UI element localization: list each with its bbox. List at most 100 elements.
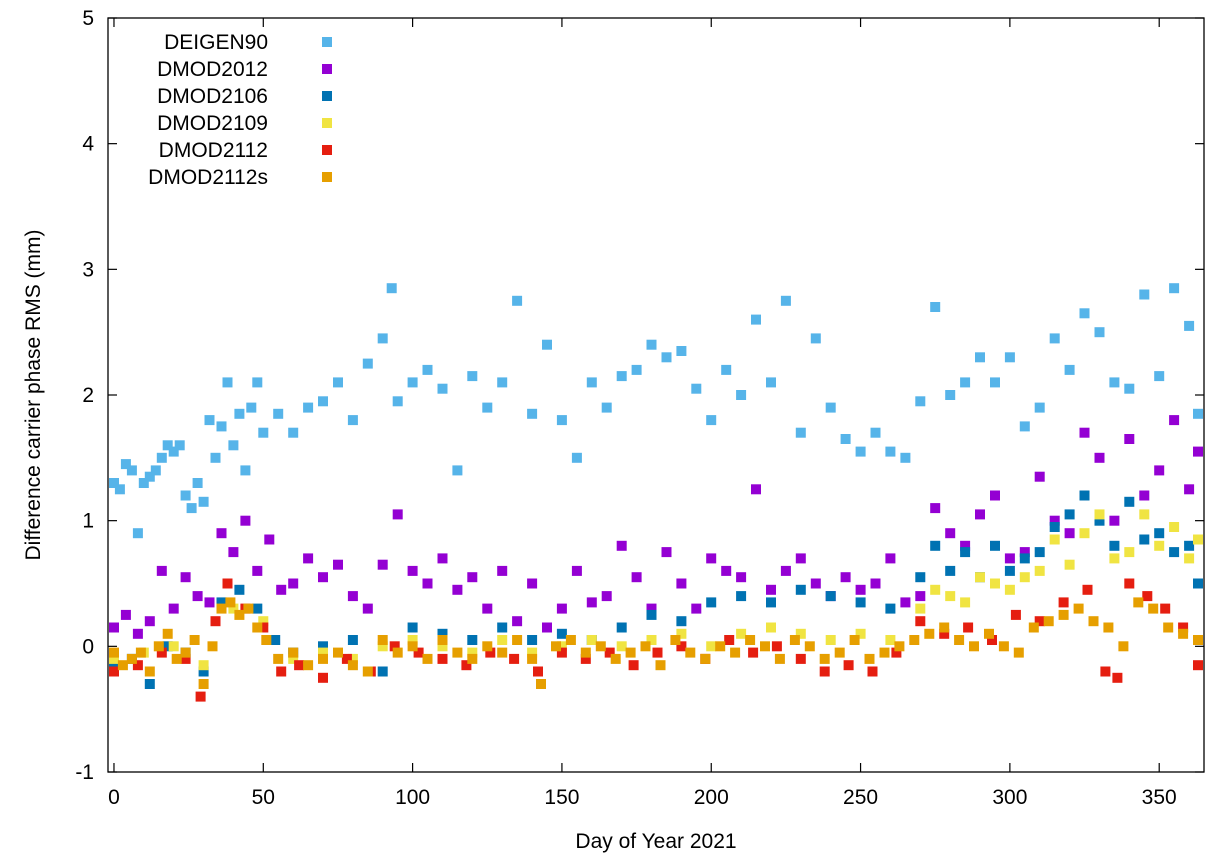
- data-point: [318, 647, 328, 658]
- data-point: [347, 591, 358, 602]
- data-point: [1094, 509, 1105, 520]
- data-point: [1073, 603, 1084, 614]
- data-point: [655, 660, 666, 671]
- data-point: [1139, 509, 1150, 520]
- data-point: [109, 647, 119, 658]
- data-point: [303, 660, 314, 671]
- data-point: [186, 503, 197, 514]
- data-point: [1148, 603, 1159, 614]
- data-point: [960, 377, 971, 388]
- data-point: [512, 635, 523, 645]
- data-point: [551, 641, 561, 652]
- data-point: [676, 578, 687, 589]
- data-point: [117, 660, 128, 671]
- data-point: [780, 565, 791, 576]
- data-point: [1139, 289, 1150, 300]
- data-point: [945, 390, 956, 400]
- data-point: [246, 402, 257, 413]
- data-point: [153, 641, 164, 652]
- data-point: [276, 584, 287, 595]
- data-point: [915, 591, 926, 602]
- data-point: [930, 302, 941, 312]
- data-point: [810, 578, 821, 589]
- data-point: [273, 653, 284, 664]
- data-point: [180, 647, 191, 658]
- data-point: [362, 666, 373, 677]
- data-point: [509, 653, 520, 664]
- data-point: [1100, 666, 1111, 677]
- data-point: [261, 635, 272, 645]
- data-point: [840, 572, 851, 583]
- data-point: [216, 528, 227, 539]
- data-point: [1019, 572, 1030, 583]
- data-point: [945, 591, 956, 602]
- data-point: [870, 427, 881, 438]
- data-point: [347, 653, 358, 664]
- data-point: [156, 565, 167, 576]
- data-point: [318, 672, 328, 683]
- data-point: [1184, 484, 1195, 495]
- data-point: [204, 415, 215, 426]
- data-point: [109, 666, 119, 677]
- series-dmod2106: [109, 490, 1203, 689]
- data-point: [536, 679, 546, 689]
- x-tick-label: 350: [1142, 786, 1177, 809]
- data-point: [234, 584, 245, 595]
- data-point: [1154, 371, 1165, 382]
- data-point: [825, 591, 836, 602]
- legend-label: DMOD2112s: [148, 166, 268, 189]
- x-tick-label: 50: [252, 786, 275, 809]
- x-axis-label: Day of Year 2021: [575, 830, 736, 853]
- data-point: [1124, 496, 1135, 507]
- data-point: [825, 635, 836, 645]
- data-point: [960, 540, 971, 551]
- data-point: [1139, 490, 1150, 501]
- data-point: [180, 572, 191, 583]
- data-point: [631, 364, 642, 375]
- data-point: [1109, 540, 1120, 551]
- data-point: [252, 565, 263, 576]
- data-point: [930, 584, 941, 595]
- data-point: [1112, 672, 1123, 683]
- data-point: [180, 490, 191, 501]
- data-point: [533, 666, 543, 677]
- data-point: [150, 465, 161, 476]
- y-tick-label: 5: [82, 7, 94, 30]
- data-point: [1064, 559, 1075, 570]
- data-point: [222, 377, 233, 388]
- data-point: [407, 565, 418, 576]
- data-point: [1193, 408, 1203, 419]
- data-point: [347, 660, 358, 671]
- data-point: [1178, 628, 1189, 639]
- data-point: [885, 446, 896, 457]
- data-point: [132, 528, 143, 539]
- legend-swatch: [322, 172, 332, 182]
- data-point: [900, 452, 911, 463]
- data-point: [303, 553, 314, 564]
- data-point: [774, 653, 785, 664]
- data-point: [855, 628, 866, 639]
- data-point: [407, 622, 418, 633]
- data-point: [864, 653, 875, 664]
- data-point: [1064, 364, 1075, 375]
- data-point: [377, 666, 388, 677]
- data-point: [1079, 528, 1090, 539]
- data-point: [556, 647, 567, 658]
- data-point: [751, 314, 761, 325]
- data-point: [706, 415, 717, 426]
- data-point: [437, 641, 448, 652]
- data-point: [126, 653, 137, 664]
- data-point: [724, 635, 735, 645]
- data-point: [407, 377, 418, 388]
- data-point: [1058, 597, 1069, 608]
- data-point: [631, 572, 642, 583]
- data-point: [437, 635, 448, 645]
- data-point: [437, 383, 448, 394]
- data-point: [109, 653, 119, 664]
- data-point: [377, 635, 388, 645]
- data-point: [377, 333, 388, 344]
- data-point: [413, 647, 424, 658]
- data-point: [497, 622, 508, 633]
- y-tick-label: -1: [75, 761, 94, 784]
